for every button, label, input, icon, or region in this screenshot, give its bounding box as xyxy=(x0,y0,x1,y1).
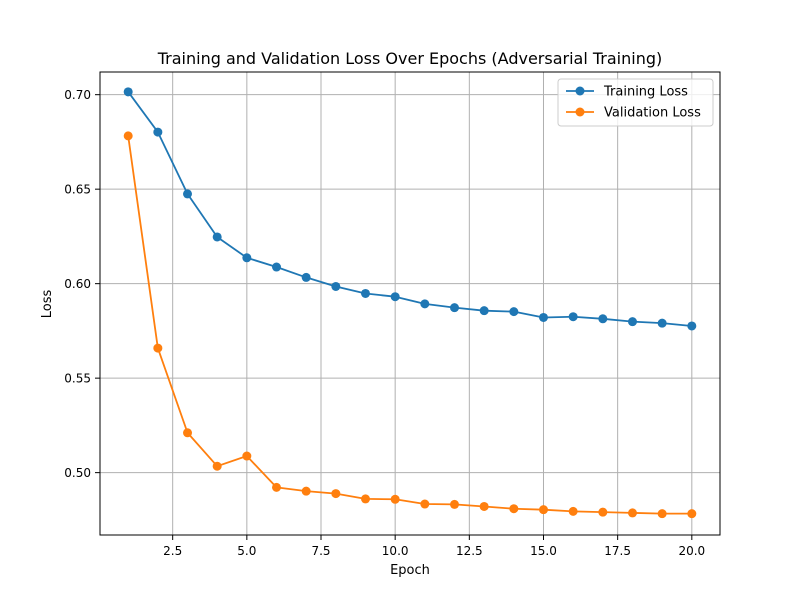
legend-label: Validation Loss xyxy=(604,106,701,121)
legend: Training Loss Validation Loss xyxy=(557,78,714,127)
x-tick-label: 10.0 xyxy=(382,544,409,558)
validation-loss-point xyxy=(390,494,400,504)
validation-loss-point xyxy=(687,509,697,519)
y-tick-label: 0.55 xyxy=(64,372,91,386)
training-loss-point xyxy=(390,292,400,302)
training-loss-point xyxy=(627,317,637,327)
training-loss-point xyxy=(479,306,489,316)
y-tick-label: 0.50 xyxy=(64,466,91,480)
x-tick-label: 7.5 xyxy=(311,544,330,558)
validation-loss-series xyxy=(123,131,697,519)
y-tick-label: 0.60 xyxy=(64,277,91,291)
y-tick-label: 0.70 xyxy=(64,88,91,102)
legend-items: Training Loss Validation Loss xyxy=(566,85,701,121)
training-loss-series xyxy=(123,87,697,331)
validation-loss-point xyxy=(420,499,430,509)
training-loss-point xyxy=(361,288,371,298)
training-loss-point xyxy=(449,303,459,313)
validation-loss-point xyxy=(449,499,459,509)
training-loss-point xyxy=(687,321,697,331)
validation-loss-point xyxy=(361,494,371,504)
validation-loss-point xyxy=(301,486,311,496)
training-loss-point xyxy=(657,318,667,328)
validation-loss-point xyxy=(479,501,489,511)
x-tick-label: 17.5 xyxy=(604,544,631,558)
x-tick-label: 12.5 xyxy=(456,544,483,558)
training-loss-point xyxy=(568,312,578,322)
validation-loss-point xyxy=(242,451,252,461)
plot-area xyxy=(100,72,720,535)
validation-loss-point xyxy=(331,489,341,499)
training-loss-point xyxy=(123,87,133,97)
y-axis-ticks: 0.50 0.55 0.60 0.65 0.70 xyxy=(64,88,100,480)
legend-swatch-marker xyxy=(575,86,585,96)
validation-loss-point xyxy=(657,509,667,519)
data-series xyxy=(123,87,697,519)
legend-swatch-marker xyxy=(575,107,585,117)
training-loss-point xyxy=(598,314,608,324)
x-tick-label: 20.0 xyxy=(678,544,705,558)
validation-loss-point xyxy=(272,482,282,492)
training-loss-line xyxy=(127,91,692,327)
y-axis-label: Loss xyxy=(40,290,55,319)
x-tick-label: 5.0 xyxy=(237,544,256,558)
legend-label: Training Loss xyxy=(603,85,688,100)
validation-loss-line xyxy=(127,135,692,515)
chart-title: Training and Validation Loss Over Epochs… xyxy=(157,49,663,68)
training-loss-point xyxy=(509,307,519,317)
grid-lines xyxy=(100,72,720,535)
plot-frame xyxy=(99,71,721,536)
validation-loss-point xyxy=(627,508,637,518)
x-tick-label: 2.5 xyxy=(163,544,182,558)
training-loss-point xyxy=(242,253,252,263)
validation-loss-point xyxy=(153,343,163,353)
validation-loss-point xyxy=(509,504,519,514)
validation-loss-point xyxy=(568,506,578,516)
training-loss-point xyxy=(212,232,222,242)
training-loss-point xyxy=(272,262,282,272)
legend-box xyxy=(557,78,714,127)
validation-loss-point xyxy=(538,505,548,515)
training-loss-point xyxy=(420,299,430,309)
training-loss-point xyxy=(301,272,311,282)
y-tick-label: 0.65 xyxy=(64,183,91,197)
training-loss-point xyxy=(331,281,341,291)
validation-loss-point xyxy=(598,507,608,517)
x-axis-label: Epoch xyxy=(390,563,430,578)
training-loss-point xyxy=(538,312,548,322)
validation-loss-point xyxy=(123,131,133,141)
validation-loss-point xyxy=(212,461,222,471)
x-tick-label: 15.0 xyxy=(530,544,557,558)
training-loss-point xyxy=(153,127,163,137)
validation-loss-point xyxy=(183,428,193,438)
training-loss-point xyxy=(183,189,193,199)
x-axis-ticks: 2.5 5.0 7.5 10.0 12.5 15.0 17.5 20.0 xyxy=(163,535,705,558)
